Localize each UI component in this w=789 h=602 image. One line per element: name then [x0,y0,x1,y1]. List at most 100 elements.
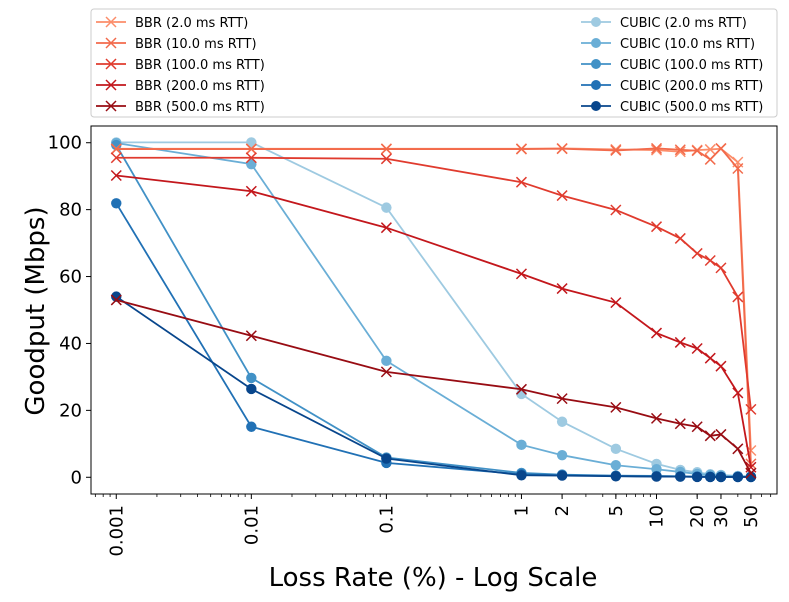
legend-marker [591,80,601,90]
data-point [691,247,703,259]
x-tick-label: 50 [741,505,762,528]
marker-stroke [674,144,686,156]
data-point [674,146,686,158]
legend-box [90,8,778,118]
marker-stroke [704,143,716,155]
series-line [115,144,751,478]
legend-marker [105,37,117,49]
marker-stroke [610,297,622,309]
data-point [610,443,622,455]
data-point [246,158,257,170]
data-point [674,232,686,244]
data-point [556,393,568,405]
data-point [704,254,716,267]
series-line [116,299,752,474]
data-point [732,162,744,175]
data-point [691,421,703,433]
marker-stroke [704,430,716,442]
data-point [650,221,663,233]
data-point [556,470,568,481]
data-point [111,139,122,151]
marker-stroke [515,268,527,280]
marker-stroke [245,185,257,197]
marker-stroke [691,145,703,157]
x-tick-label: 2 [552,505,573,516]
series-line [116,147,752,451]
marker-stroke [745,467,757,479]
marker-stroke [380,222,392,234]
legend-marker [105,79,117,91]
data-point [556,416,568,427]
marker-stroke [515,176,527,188]
data-point [650,412,663,424]
marker-stroke [245,152,257,164]
x-tick-label: 30 [711,505,732,528]
plot-area [90,125,778,495]
legend-label: CUBIC (10.0 ms RTT) [620,37,755,52]
marker-stroke [704,254,716,267]
marker-stroke [650,144,663,156]
series-bbr-200-0-ms-rtt [110,169,757,473]
series-line [115,295,751,478]
marker-stroke [732,387,744,399]
data-point [246,372,257,384]
data-point [610,401,622,413]
data-point [650,327,663,339]
data-point [704,430,716,442]
marker-stroke [674,336,686,348]
data-point [381,202,392,213]
marker-stroke [515,143,527,155]
data-point [246,383,257,395]
data-point [380,143,392,155]
marker-stroke [715,428,727,440]
data-point [650,142,663,154]
x-tick-label: 0.001 [106,505,127,557]
marker-stroke [650,142,663,154]
data-point [691,342,703,355]
data-point [110,169,122,182]
marker-stroke [650,412,663,424]
marker-stroke [105,79,117,91]
marker-stroke [704,352,716,364]
legend-item: CUBIC (500.0 ms RTT) [581,100,763,115]
marker-stroke [610,144,622,156]
data-point [691,145,703,157]
legend-marker [591,101,601,111]
series-group [110,137,757,483]
marker-stroke [380,143,392,155]
legend-item: CUBIC (10.0 ms RTT) [581,37,755,52]
data-point [745,467,757,479]
data-point [732,291,744,303]
data-point [610,297,622,309]
legend-marker [105,58,117,70]
data-point [715,142,727,154]
marker-stroke [650,327,663,339]
marker-stroke [745,403,757,415]
data-point [650,144,663,156]
marker-stroke [110,294,122,306]
series-cubic-10-0-ms-rtt [111,137,757,482]
series-bbr-2-0-ms-rtt [110,142,757,457]
legend-label: BBR (2.0 ms RTT) [135,16,248,31]
x-tick-label: 0.1 [376,505,397,534]
y-tick-label: 20 [59,400,82,421]
data-point [715,360,727,372]
legend-label: BBR (10.0 ms RTT) [135,37,257,52]
data-point [704,143,716,155]
marker-stroke [380,366,392,378]
data-point [715,428,727,440]
data-point [732,387,744,399]
legend-label: BBR (100.0 ms RTT) [135,58,265,73]
data-point [246,137,257,148]
legend-item: BBR (10.0 ms RTT) [96,37,257,52]
marker-stroke [691,342,703,355]
legend-item: BBR (500.0 ms RTT) [96,100,265,115]
data-point [516,439,527,451]
marker-stroke [556,143,568,155]
marker-stroke [732,162,744,175]
marker-stroke [715,360,727,372]
data-point [245,152,257,164]
data-point [515,268,527,280]
marker-stroke [610,401,622,413]
legend: BBR (2.0 ms RTT) BBR (10.0 ms RTT) BBR (10… [90,8,778,118]
